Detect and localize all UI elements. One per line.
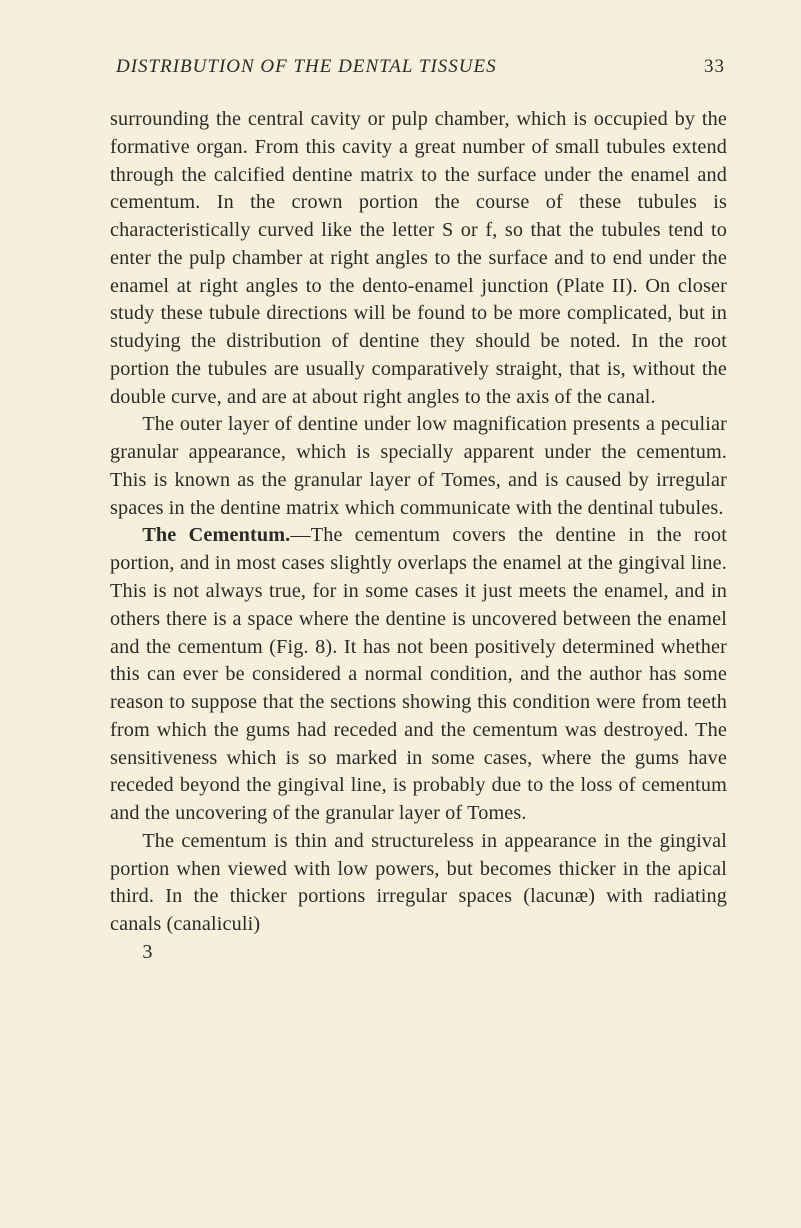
- body-text: surrounding the central cavity or pulp c…: [110, 106, 727, 967]
- paragraph-3-heading: The Cementum.: [142, 524, 290, 546]
- paragraph-3-body: —The cementum covers the dentine in the …: [110, 524, 727, 824]
- paragraph-3: The Cementum.—The cementum covers the de…: [110, 522, 727, 827]
- signature-mark: 3: [110, 939, 727, 967]
- paragraph-1: surrounding the central cavity or pulp c…: [110, 106, 727, 411]
- running-title: DISTRIBUTION OF THE DENTAL TISSUES: [116, 56, 497, 78]
- page: DISTRIBUTION OF THE DENTAL TISSUES 33 su…: [0, 0, 801, 1228]
- page-number: 33: [704, 56, 725, 78]
- paragraph-2: The outer layer of dentine under low mag…: [110, 411, 727, 522]
- paragraph-4: The cementum is thin and structureless i…: [110, 828, 727, 939]
- running-head: DISTRIBUTION OF THE DENTAL TISSUES 33: [110, 56, 727, 78]
